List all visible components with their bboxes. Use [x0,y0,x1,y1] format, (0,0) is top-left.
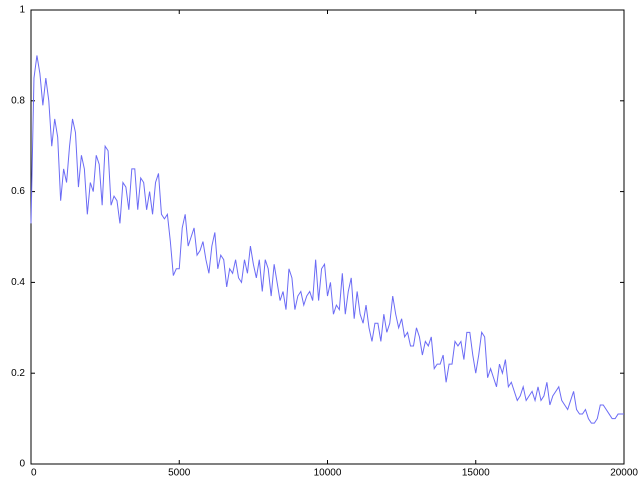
data-line [30,55,624,424]
plot-frame [30,9,625,465]
y-tick-label: 0.4 [11,277,25,288]
y-tick-label: 0.8 [11,95,25,106]
y-tick-label: 0.6 [11,186,25,197]
y-tick-label: 0.2 [11,368,25,379]
y-tick-label: 0 [19,459,25,470]
x-tick-label: 0 [31,468,37,479]
x-tick-label: 5000 [168,468,191,479]
x-tick-label: 15000 [462,468,490,479]
y-tick-label: 1 [19,5,25,16]
x-tick-label: 10000 [314,468,342,479]
x-tick-label: 20000 [610,468,638,479]
